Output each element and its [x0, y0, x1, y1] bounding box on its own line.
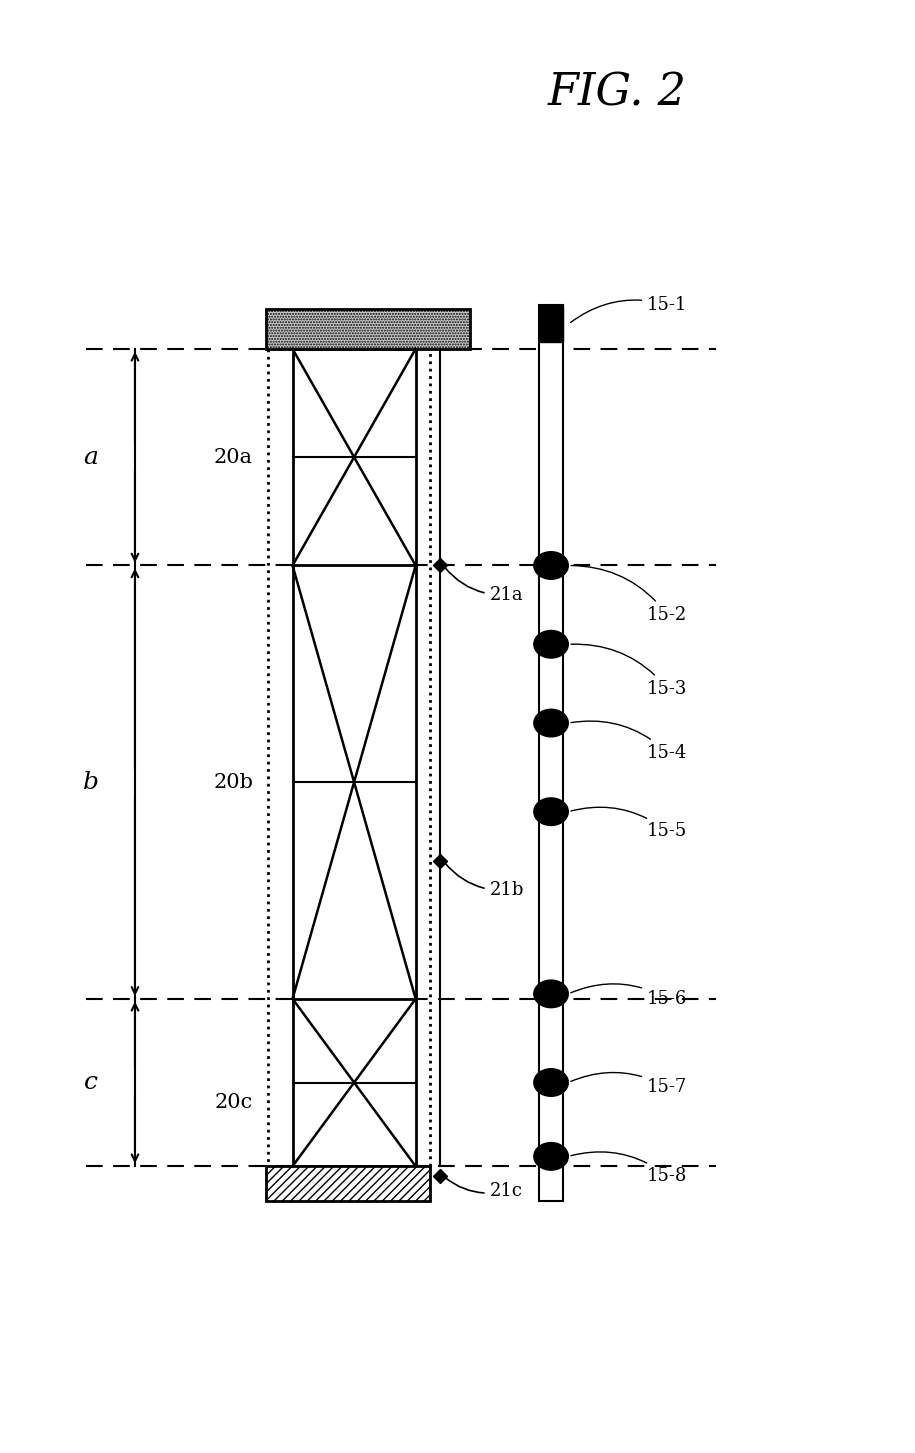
Text: b: b	[82, 770, 99, 793]
Text: FIG. 2: FIG. 2	[548, 71, 687, 115]
Text: 20c: 20c	[214, 1093, 253, 1112]
Text: 15-8: 15-8	[571, 1152, 687, 1186]
Bar	[539, 307, 564, 341]
Text: 15-5: 15-5	[571, 808, 687, 840]
Text: 20a: 20a	[214, 448, 253, 466]
Text: 15-4: 15-4	[571, 721, 687, 761]
Text: a: a	[83, 446, 98, 469]
Bar	[266, 1167, 430, 1200]
Text: 15-3: 15-3	[571, 644, 687, 697]
Text: 15-6: 15-6	[571, 984, 687, 1008]
Ellipse shape	[533, 1142, 568, 1170]
Text: 15-2: 15-2	[571, 565, 687, 623]
Ellipse shape	[533, 798, 568, 825]
Bar	[293, 349, 415, 1167]
Ellipse shape	[533, 552, 568, 580]
Text: 21c: 21c	[446, 1178, 522, 1200]
Text: 21b: 21b	[445, 863, 524, 899]
Text: 15-1: 15-1	[571, 295, 687, 323]
Bar	[268, 349, 430, 1167]
Ellipse shape	[533, 709, 568, 737]
Text: c: c	[83, 1071, 98, 1094]
Ellipse shape	[533, 981, 568, 1008]
Text: 20b: 20b	[213, 773, 253, 792]
Text: 21a: 21a	[445, 568, 523, 604]
Ellipse shape	[533, 631, 568, 658]
Text: 15-7: 15-7	[571, 1072, 687, 1097]
Bar	[539, 305, 564, 1200]
Ellipse shape	[533, 1069, 568, 1097]
Bar	[266, 309, 469, 349]
